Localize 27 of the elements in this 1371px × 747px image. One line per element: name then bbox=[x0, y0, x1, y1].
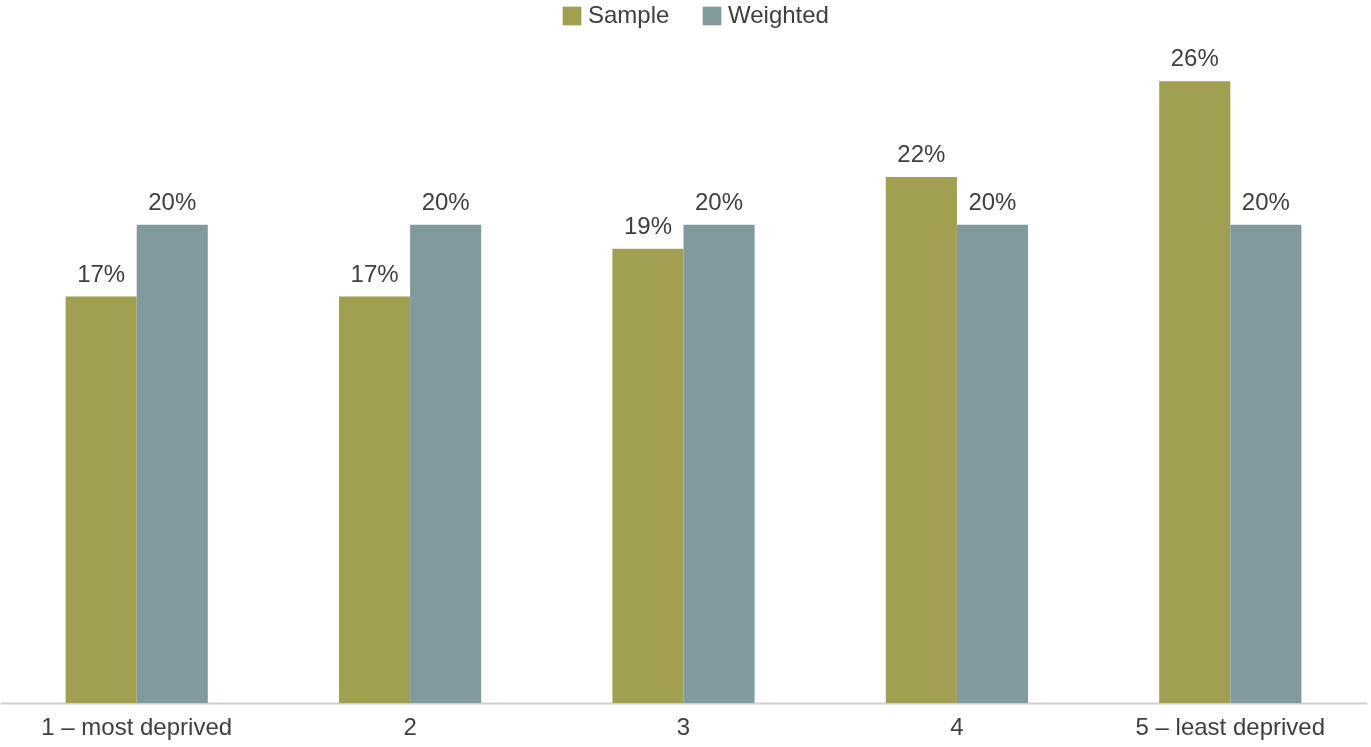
data-label: 20% bbox=[695, 187, 744, 215]
bar bbox=[136, 224, 208, 703]
x-tick-label: 4 bbox=[950, 712, 964, 740]
data-label: 20% bbox=[968, 187, 1017, 215]
data-label: 22% bbox=[897, 139, 946, 167]
data-label: 20% bbox=[421, 187, 470, 215]
x-tick-label: 2 bbox=[403, 712, 417, 740]
data-label: 17% bbox=[77, 259, 126, 287]
bar bbox=[612, 248, 684, 703]
data-label: 17% bbox=[350, 259, 399, 287]
bar bbox=[683, 224, 755, 703]
bar bbox=[885, 176, 957, 703]
bar bbox=[1159, 81, 1231, 703]
data-label: 20% bbox=[1241, 187, 1290, 215]
legend-label: Sample bbox=[588, 1, 670, 28]
bar bbox=[410, 224, 482, 703]
data-label: 20% bbox=[148, 187, 197, 215]
data-label: 19% bbox=[623, 211, 672, 239]
legend-label: Weighted bbox=[728, 1, 829, 28]
data-label: 26% bbox=[1170, 44, 1219, 72]
x-tick-label: 1 – most deprived bbox=[41, 712, 233, 740]
bar bbox=[339, 296, 411, 703]
x-tick-label: 5 – least deprived bbox=[1135, 712, 1326, 740]
bar bbox=[956, 224, 1028, 703]
bar bbox=[1230, 224, 1302, 703]
bar bbox=[65, 296, 137, 703]
x-tick-label: 3 bbox=[676, 712, 691, 740]
